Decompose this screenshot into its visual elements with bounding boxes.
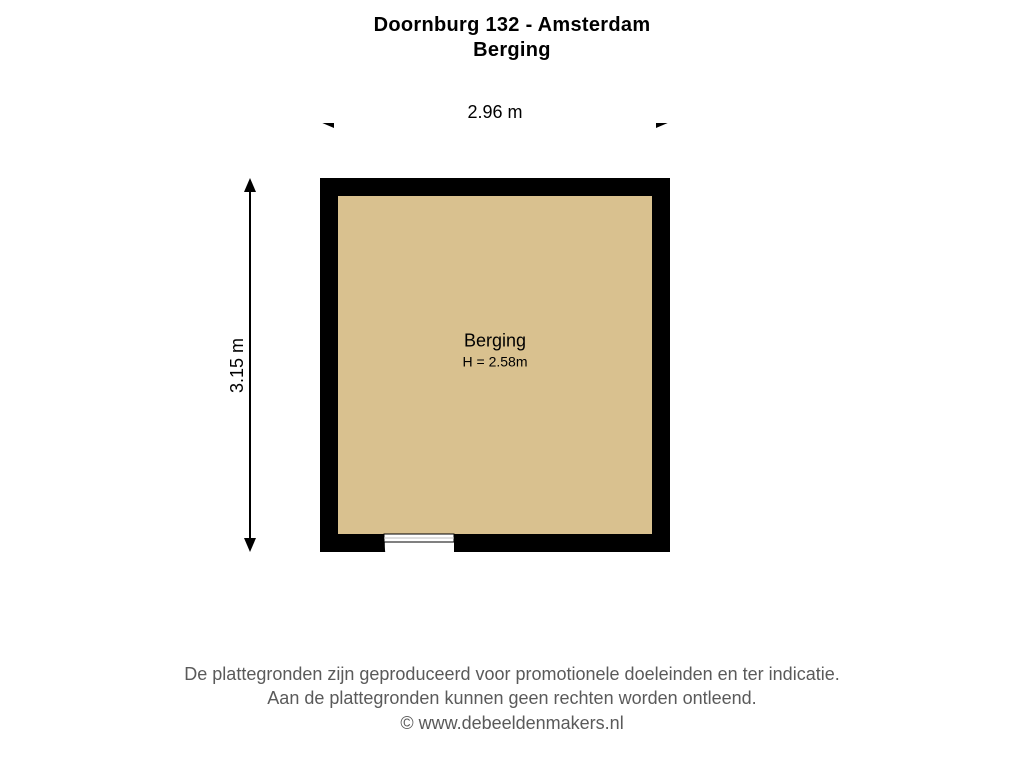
dimension-vertical: 3.15 m [232,178,268,552]
dimension-horizontal: 2.96 m [320,104,670,140]
room-name: Berging [320,331,670,352]
title-line-2: Berging [0,39,1024,62]
title-block: Doornburg 132 - Amsterdam Berging [0,14,1024,62]
title-line-1: Doornburg 132 - Amsterdam [0,14,1024,37]
dimension-vertical-label: 3.15 m [228,329,249,400]
footer-line-1: De plattegronden zijn geproduceerd voor … [0,662,1024,686]
dimension-horizontal-label: 2.96 m [459,102,530,122]
room-label-block: Berging H = 2.58m [320,331,670,370]
floorplan-page: Doornburg 132 - Amsterdam Berging 2.96 m… [0,0,1024,768]
dimension-horizontal-label-wrap: 2.96 m [320,102,670,123]
room-berging: Berging H = 2.58m [320,178,670,552]
footer-block: De plattegronden zijn geproduceerd voor … [0,662,1024,735]
room-height-label: H = 2.58m [320,354,670,370]
footer-copyright: © www.debeeldenmakers.nl [0,711,1024,735]
footer-line-2: Aan de plattegronden kunnen geen rechten… [0,686,1024,710]
dimension-vertical-label-wrap: 3.15 m [224,178,252,552]
